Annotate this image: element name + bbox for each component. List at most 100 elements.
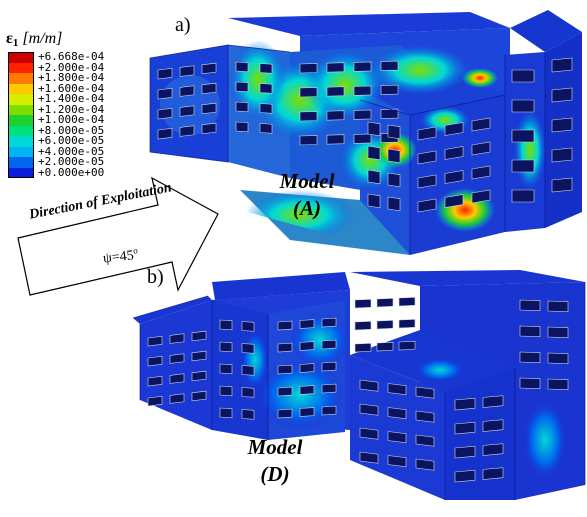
window-opening — [157, 68, 173, 80]
window-opening — [444, 146, 464, 160]
model-a-label-line2: (A) — [293, 196, 321, 220]
window-opening — [157, 108, 173, 120]
legend-row: +1.200e-04 — [8, 104, 104, 115]
window-opening — [179, 65, 195, 77]
window-opening — [511, 159, 535, 173]
window-opening — [179, 125, 195, 137]
window-opening — [277, 408, 293, 419]
window-opening — [326, 62, 345, 73]
window-opening — [191, 350, 207, 362]
window-opening — [367, 193, 381, 209]
legend-swatch — [8, 146, 34, 157]
window-opening — [367, 121, 381, 137]
legend-row: +6.000e-05 — [8, 135, 104, 147]
window-opening — [169, 333, 185, 344]
direction-arrow — [17, 176, 219, 296]
legend-label: +1.600e-04 — [38, 81, 105, 95]
window-opening — [454, 469, 476, 483]
legend-row: +8.000e-05 — [8, 125, 104, 136]
legend-swatch — [8, 83, 34, 94]
window-opening — [367, 145, 381, 161]
strain-legend: +6.668e-04 +2.000e-04 +1.800e-04 +1.600e-04… — [8, 51, 105, 178]
window-opening — [201, 122, 217, 135]
window-opening — [387, 148, 401, 164]
window-opening — [321, 383, 337, 394]
window-opening — [241, 387, 255, 398]
window-opening — [201, 82, 217, 95]
window-opening — [387, 431, 407, 444]
window-opening — [417, 174, 437, 189]
window-opening — [219, 341, 233, 353]
legend-swatch — [8, 167, 34, 178]
window-opening — [299, 63, 318, 74]
window-opening — [380, 108, 399, 119]
model-d-building — [132, 270, 586, 500]
window-opening — [354, 298, 372, 309]
window-opening — [380, 60, 399, 71]
model-d-label-line2: (D) — [260, 462, 290, 486]
window-opening — [359, 427, 379, 440]
panel-label-a: a) — [175, 14, 191, 36]
legend-row: +1.400e-04 — [8, 93, 104, 105]
model-d-label-line1: Model — [247, 435, 303, 459]
window-opening — [482, 467, 504, 480]
window-opening — [519, 299, 541, 312]
window-opening — [511, 99, 535, 113]
legend-label: +1.000e-04 — [38, 113, 105, 126]
window-opening — [417, 150, 437, 165]
window-opening — [157, 88, 173, 100]
window-opening — [299, 363, 315, 373]
window-opening — [387, 124, 401, 140]
window-opening — [321, 361, 337, 372]
window-opening — [511, 189, 535, 203]
window-opening — [551, 147, 573, 163]
window-opening — [201, 62, 217, 75]
legend-swatch — [8, 115, 34, 126]
window-opening — [147, 336, 163, 347]
window-opening — [354, 320, 372, 331]
window-opening — [519, 377, 541, 390]
model-d-windows — [147, 296, 569, 483]
arrow-angle-value: ψ=45 — [102, 248, 135, 267]
window-opening — [376, 341, 394, 352]
window-opening — [235, 101, 249, 113]
model-d-label: Model (D) — [215, 434, 335, 488]
arrow-angle: ψ=45o — [102, 245, 139, 267]
window-opening — [482, 395, 504, 408]
window-opening — [482, 419, 504, 432]
window-opening — [353, 133, 372, 144]
legend-label: +2.000e-04 — [38, 60, 105, 74]
window-opening — [241, 365, 255, 376]
window-opening — [387, 383, 407, 396]
legend-swatch — [8, 73, 34, 84]
legend-swatch — [8, 62, 34, 73]
window-opening — [415, 386, 435, 399]
legend-row: +6.668e-04 — [8, 51, 104, 63]
window-opening — [157, 128, 173, 140]
window-opening — [169, 353, 185, 364]
legend-subscript: 1 — [12, 37, 19, 49]
window-opening — [519, 351, 541, 364]
window-opening — [454, 421, 476, 435]
window-opening — [387, 455, 407, 468]
window-opening — [354, 342, 372, 353]
window-opening — [551, 117, 573, 133]
legend-title: ε1 [m/m] — [6, 30, 62, 49]
window-opening — [376, 297, 394, 308]
window-opening — [547, 378, 569, 391]
window-opening — [299, 341, 315, 351]
window-opening — [235, 61, 249, 73]
window-opening — [299, 319, 315, 329]
window-opening — [191, 330, 207, 342]
window-opening — [259, 103, 273, 114]
window-opening — [277, 386, 293, 397]
model-a-label-line1: Model — [279, 169, 335, 193]
legend-swatch — [8, 157, 34, 168]
window-opening — [219, 407, 233, 419]
window-opening — [179, 85, 195, 97]
window-opening — [353, 109, 372, 120]
legend-row: +2.000e-04 — [8, 60, 105, 74]
legend-row: +0.000e+00 — [8, 167, 104, 178]
